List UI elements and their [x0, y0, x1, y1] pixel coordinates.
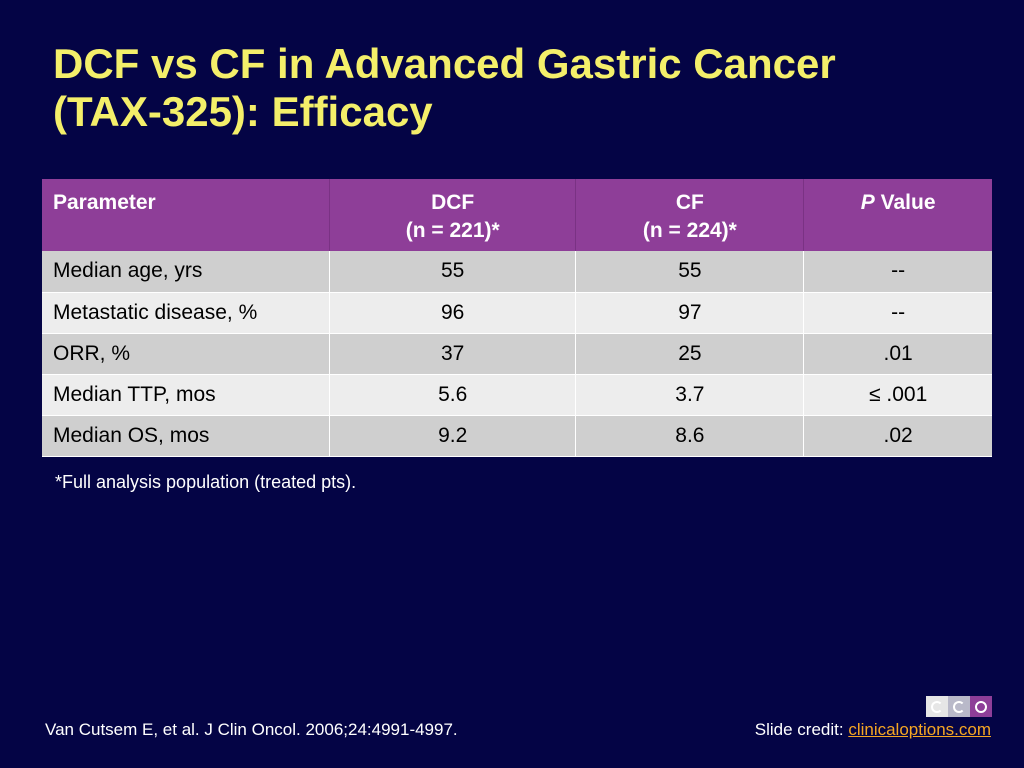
table-row: Median OS, mos 9.2 8.6 .02 [42, 415, 992, 457]
table-header-row: Parameter DCF (n = 221)* CF (n = 224)* P… [42, 179, 992, 251]
header-cf-label: CF [675, 191, 704, 214]
cell-cf: 55 [575, 251, 805, 293]
table-footnote: *Full analysis population (treated pts). [55, 472, 357, 492]
table-row: Median age, yrs 55 55 -- [42, 251, 992, 293]
slide-title: DCF vs CF in Advanced Gastric Cancer (TA… [53, 40, 973, 136]
table-row: Median TTP, mos 5.6 3.7 ≤ .001 [42, 374, 992, 416]
header-cf-n: (n = 224)* [642, 219, 737, 242]
cell-dcf: 5.6 [329, 374, 577, 416]
cell-p-value: -- [803, 292, 992, 334]
cell-parameter: ORR, % [42, 333, 330, 375]
cell-parameter: Median age, yrs [42, 251, 330, 293]
cell-parameter: Median TTP, mos [42, 374, 330, 416]
cell-dcf: 96 [329, 292, 577, 334]
cell-parameter: Metastatic disease, % [42, 292, 330, 334]
header-p-rest: Value [874, 191, 936, 214]
logo-ring-icon [931, 700, 943, 713]
cell-p-value: .02 [803, 415, 992, 457]
cell-parameter: Median OS, mos [42, 415, 330, 457]
table-row: ORR, % 37 25 .01 [42, 333, 992, 375]
logo-ring-icon [975, 700, 987, 713]
header-parameter: Parameter [42, 179, 330, 251]
logo-ring-icon [953, 700, 965, 713]
table-row: Metastatic disease, % 96 97 -- [42, 292, 992, 334]
cco-logo-icon [926, 696, 992, 717]
header-dcf-n: (n = 221)* [405, 219, 500, 242]
cell-cf: 3.7 [575, 374, 805, 416]
header-p-value: P Value [804, 179, 992, 251]
cell-p-value: .01 [803, 333, 992, 375]
slide-credit: Slide credit: clinicaloptions.com [755, 720, 991, 740]
cell-cf: 97 [575, 292, 805, 334]
cell-p-value: -- [803, 251, 992, 293]
efficacy-table: Parameter DCF (n = 221)* CF (n = 224)* P… [42, 179, 992, 457]
slide-title-line1: DCF vs CF in Advanced Gastric Cancer [53, 40, 836, 87]
logo-block-1 [926, 696, 948, 717]
cell-dcf: 55 [329, 251, 577, 293]
logo-block-3 [970, 696, 992, 717]
header-cf: CF (n = 224)* [575, 179, 805, 251]
cell-p-value: ≤ .001 [803, 374, 992, 416]
cell-cf: 8.6 [575, 415, 805, 457]
header-dcf: DCF (n = 221)* [329, 179, 577, 251]
header-dcf-label: DCF [431, 191, 475, 214]
citation: Van Cutsem E, et al. J Clin Oncol. 2006;… [45, 720, 458, 739]
cell-dcf: 37 [329, 333, 577, 375]
slide-credit-prefix: Slide credit: [754, 720, 849, 739]
logo-block-2 [948, 696, 970, 717]
header-p-italic: P [860, 191, 875, 214]
slide-title-line2: (TAX-325): Efficacy [53, 88, 433, 135]
cell-dcf: 9.2 [329, 415, 577, 457]
cell-cf: 25 [575, 333, 805, 375]
clinicaloptions-link[interactable]: clinicaloptions.com [848, 720, 991, 739]
